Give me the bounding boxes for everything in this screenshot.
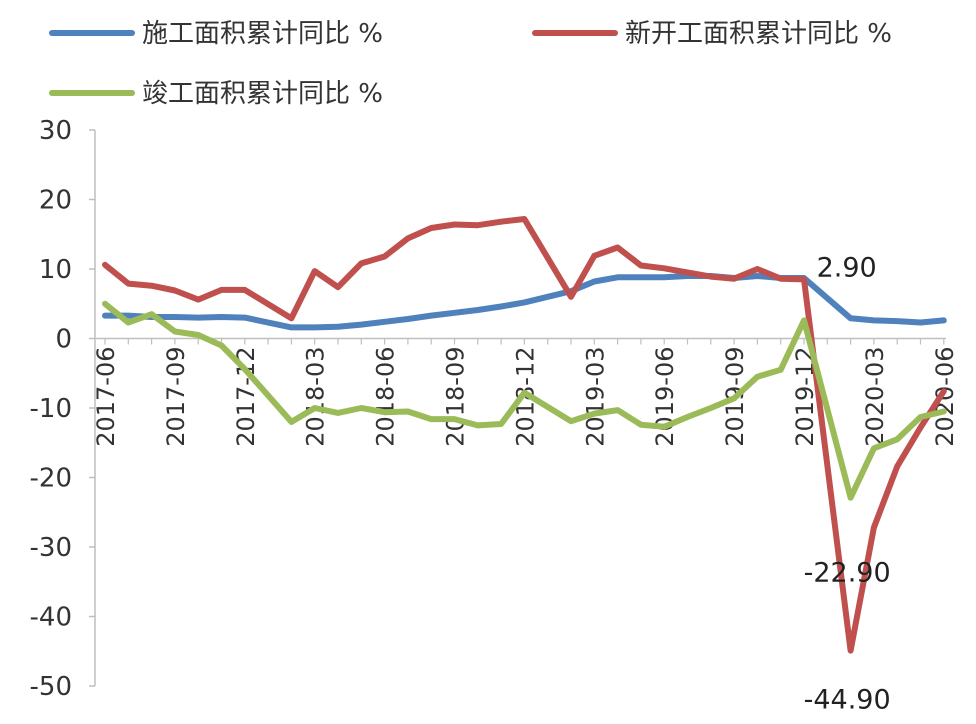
y-tick-label: -50 <box>30 672 72 702</box>
legend-item: 竣工面积累计同比 % <box>49 79 383 109</box>
series-layer <box>102 216 947 654</box>
series-line-3 <box>102 300 947 501</box>
y-tick-label: -10 <box>30 394 72 424</box>
data-label: -22.90 <box>804 558 891 589</box>
legend: 施工面积累计同比 % 新开工面积累计同比 % 竣工面积累计同比 % <box>49 19 892 109</box>
x-tick-label: 2018-03 <box>302 347 330 447</box>
legend-label: 施工面积累计同比 % <box>142 19 383 49</box>
x-tick-label: 2020-03 <box>861 347 889 447</box>
x-tick-label: 2018-09 <box>442 347 470 447</box>
annotations: 2.90 -22.90 -44.90 <box>804 252 891 715</box>
legend-item: 新开工面积累计同比 % <box>532 19 892 49</box>
y-tick-label: 30 <box>39 116 72 146</box>
y-tick-label: -30 <box>30 533 72 563</box>
x-tick-label: 2018-06 <box>372 347 400 447</box>
x-tick-label: 2020-06 <box>931 347 959 447</box>
y-tick-label: 10 <box>39 255 72 285</box>
data-label: -44.90 <box>804 685 891 716</box>
legend-item: 施工面积累计同比 % <box>49 19 383 49</box>
legend-label: 竣工面积累计同比 % <box>142 79 383 109</box>
x-tick-label: 2019-03 <box>581 347 609 447</box>
y-tick-label: -20 <box>30 464 72 494</box>
series-line-1 <box>102 273 947 331</box>
y-tick-label: -40 <box>30 603 72 633</box>
x-tick-label: 2019-06 <box>651 347 679 447</box>
legend-label: 新开工面积累计同比 % <box>625 19 892 49</box>
data-label: 2.90 <box>817 252 877 283</box>
x-tick-label: 2017-06 <box>92 347 120 447</box>
x-tick-label: 2017-09 <box>162 347 190 447</box>
series-line-2 <box>102 216 947 654</box>
y-tick-label: 0 <box>55 325 72 355</box>
y-tick-label: 20 <box>39 186 72 216</box>
